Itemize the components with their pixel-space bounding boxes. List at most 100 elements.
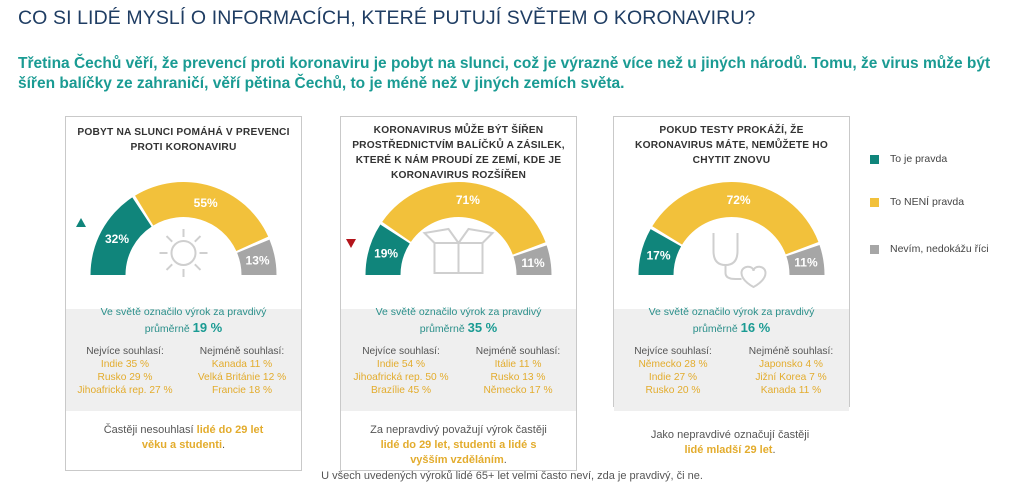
- most-agree-list: Nejvíce souhlasí: Indie 35 % Rusko 29 % …: [70, 345, 180, 397]
- stethoscope-icon: [712, 233, 767, 289]
- legend-label: Nevím, nedokážu říci: [890, 243, 989, 255]
- world-text: Ve světě označilo výrok za pravdivý: [100, 306, 267, 318]
- chart-panel-reinfection: POKUD TESTY PROKÁŽÍ, ŽE KORONAVIRUS MÁTE…: [613, 116, 850, 411]
- gauge-value-label: 11%: [794, 256, 818, 270]
- least-agree-list: Nejméně souhlasí: Kanada 11 % Velká Brit…: [186, 345, 298, 397]
- most-agree-header: Nejvíce souhlasí:: [86, 346, 164, 357]
- gauge-value-label: 55%: [194, 196, 218, 210]
- segment-note: Jako nepravdivé označují častěji lidé ml…: [650, 428, 810, 458]
- list-item: Německo 28 %: [638, 359, 708, 370]
- world-stats-box: [614, 309, 849, 411]
- list-item: Rusko 29 %: [97, 372, 153, 383]
- list-item: Brazílie 45 %: [370, 385, 432, 396]
- gauge-segment-2: [135, 182, 269, 252]
- list-item: Japonsko 4 %: [759, 359, 823, 370]
- package-icon: [422, 227, 495, 274]
- least-agree-list: Nejméně souhlasí: Itálie 11 % Rusko 13 %…: [463, 345, 573, 397]
- legend-swatch: [870, 154, 879, 164]
- most-agree-list: Nejvíce souhlasí: Německo 28 % Indie 27 …: [618, 345, 728, 397]
- legend-swatch: [870, 197, 879, 207]
- least-agree-list: Nejméně souhlasí: Japonsko 4 % Jižní Kor…: [736, 345, 846, 397]
- list-item: Itálie 11 %: [494, 359, 542, 370]
- footer-note: U všech uvedených výroků lidé 65+ let ve…: [321, 470, 703, 482]
- list-item: Jižní Korea 7 %: [755, 372, 827, 383]
- note-text: Jako nepravdivé označují častěji: [650, 429, 810, 441]
- least-agree-header: Nejméně souhlasí:: [748, 346, 834, 357]
- world-average: Ve světě označilo výrok za pravdivý prům…: [66, 305, 301, 337]
- list-item: Indie 27 %: [648, 372, 698, 383]
- list-item: Indie 35 %: [100, 359, 150, 370]
- legend-swatch: [870, 244, 879, 254]
- segment-note: Za nepravdivý považují výrok častěji lid…: [369, 423, 548, 468]
- chart-title: KORONAVIRUS MŮŽE BÝT ŠÍŘEN PROSTŘEDNICTV…: [352, 125, 565, 181]
- world-avg-value: 16 %: [740, 320, 771, 335]
- gauge-value-label: 17%: [646, 249, 670, 263]
- gauge-segment-1: [90, 197, 152, 275]
- trend-down-marker-icon: [346, 239, 356, 248]
- world-avg-value: 35 %: [467, 320, 498, 335]
- gauge-segment-1: [638, 229, 682, 275]
- legend-label: To NENÍ pravda: [890, 196, 965, 208]
- page-title: CO SI LIDÉ MYSLÍ O INFORMACÍCH, KTERÉ PU…: [18, 7, 756, 29]
- gauge-segment-3: [786, 245, 825, 275]
- world-stats-box: [66, 309, 301, 411]
- world-text: Ve světě označilo výrok za pravdivý: [648, 306, 815, 318]
- gauge-value-label: 32%: [105, 232, 129, 246]
- note-highlight: lidé do 29 let věku a studenti: [141, 424, 264, 451]
- segment-note: Častěji nesouhlasí lidé do 29 let věku a…: [96, 423, 271, 453]
- legend-item: To je pravda: [870, 153, 947, 165]
- gauge-value-label: 19%: [374, 247, 398, 261]
- page-subtitle: Třetina Čechů věří, že prevencí proti ko…: [18, 55, 991, 92]
- note-end: .: [222, 439, 226, 451]
- gauge-value-label: 11%: [521, 256, 545, 270]
- world-stats-box: [341, 309, 576, 411]
- world-avg-prefix: průměrně: [419, 323, 465, 335]
- list-item: Německo 17 %: [483, 385, 553, 396]
- list-item: Jihoafrická rep. 27 %: [77, 385, 173, 396]
- note-text: Za nepravdivý považují výrok častěji: [370, 424, 547, 436]
- list-item: Rusko 20 %: [645, 385, 701, 396]
- note-end: .: [503, 454, 507, 466]
- world-average: Ve světě označilo výrok za pravdivý prům…: [614, 305, 849, 337]
- gauge-chart: 32% 55% 13%: [76, 182, 277, 277]
- least-agree-header: Nejméně souhlasí:: [199, 346, 285, 357]
- most-agree-list: Nejvíce souhlasí: Indie 54 % Jihoafrická…: [345, 345, 457, 397]
- world-text: Ve světě označilo výrok za pravdivý: [375, 306, 542, 318]
- gauge-segment-2: [382, 182, 546, 255]
- gauge-value-label: 13%: [246, 253, 270, 267]
- world-avg-prefix: průměrně: [144, 323, 190, 335]
- trend-up-marker-icon: [76, 218, 86, 227]
- most-agree-header: Nejvíce souhlasí:: [634, 346, 712, 357]
- chart-panel-packages: KORONAVIRUS MŮŽE BÝT ŠÍŘEN PROSTŘEDNICTV…: [340, 116, 577, 471]
- most-agree-header: Nejvíce souhlasí:: [362, 346, 440, 357]
- chart-title: POBYT NA SLUNCI POMÁHÁ V PREVENCI PROTI …: [77, 127, 290, 153]
- note-highlight: lidé mladší 29 let: [684, 444, 773, 456]
- gauge-segment-3: [237, 239, 277, 275]
- chart-panel-sun: POBYT NA SLUNCI POMÁHÁ V PREVENCI PROTI …: [65, 116, 302, 471]
- gauge-segment-2: [652, 182, 819, 255]
- world-average: Ve světě označilo výrok za pravdivý prům…: [341, 305, 576, 337]
- world-avg-prefix: průměrně: [692, 323, 738, 335]
- sun-icon: [159, 229, 208, 277]
- list-item: Velká Británie 12 %: [197, 372, 287, 383]
- note-highlight: lidé do 29 let, studenti a lidé s vyšším…: [380, 439, 537, 466]
- legend-item: To NENÍ pravda: [870, 196, 964, 208]
- list-item: Indie 54 %: [376, 359, 426, 370]
- list-item: Jihoafrická rep. 50 %: [353, 372, 449, 383]
- gauge-segment-1: [365, 224, 410, 275]
- gauge-value-label: 72%: [727, 193, 751, 207]
- list-item: Kanada 11 %: [760, 385, 822, 396]
- gauge-value-label: 71%: [456, 193, 480, 207]
- list-item: Kanada 11 %: [211, 359, 273, 370]
- note-end: .: [772, 444, 776, 456]
- legend-item: Nevím, nedokážu říci: [870, 243, 989, 255]
- gauge-chart: 17% 72% 11%: [638, 182, 825, 289]
- chart-title: POKUD TESTY PROKÁŽÍ, ŽE KORONAVIRUS MÁTE…: [635, 125, 828, 166]
- least-agree-header: Nejméně souhlasí:: [475, 346, 561, 357]
- gauge-chart: 19% 71% 11%: [346, 182, 552, 275]
- list-item: Rusko 13 %: [490, 372, 546, 383]
- gauge-segment-3: [513, 245, 552, 275]
- list-item: Francie 18 %: [211, 385, 273, 396]
- note-text: Častěji nesouhlasí: [103, 424, 197, 436]
- world-avg-value: 19 %: [192, 320, 223, 335]
